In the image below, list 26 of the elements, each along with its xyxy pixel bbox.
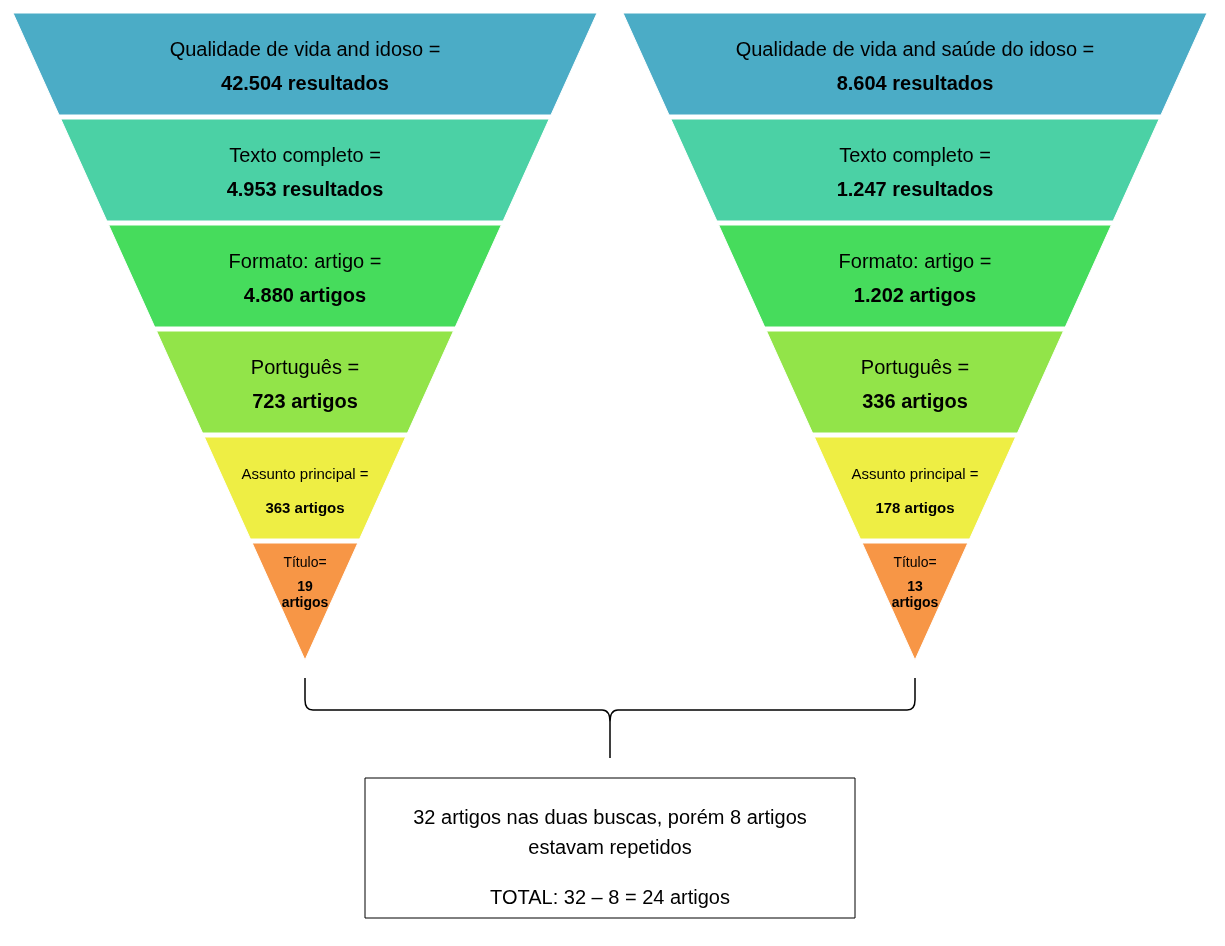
category-label: Texto completo =: [839, 144, 991, 166]
category-label: Título=: [893, 554, 937, 570]
category-label: Formato: artigo =: [228, 250, 382, 272]
category-label: Formato: artigo =: [838, 250, 992, 272]
data-label: 8.604 resultados: [836, 72, 994, 94]
data-label: 4.953 resultados: [226, 178, 384, 200]
data-label: 178 artigos: [875, 499, 955, 516]
data-label: 1.247 resultados: [836, 178, 994, 200]
category-label: Texto completo =: [229, 144, 381, 166]
text: 32 artigos nas duas buscas, porém 8 artigos estavam repetidos: [413, 806, 807, 858]
data-label: 363 artigos: [265, 499, 345, 516]
category-label: Qualidade de vida and saúde do idoso =: [735, 38, 1095, 60]
data-label: 42.504 resultados: [221, 72, 389, 94]
category-label: Português =: [250, 356, 360, 378]
data-label: 336 artigos: [862, 390, 968, 412]
data-label: 19 artigos: [281, 578, 329, 610]
data-label: 1.202 artigos: [853, 284, 977, 306]
data-label: 723 artigos: [252, 390, 358, 412]
text: TOTAL: 32 – 8 = 24 artigos: [490, 886, 730, 908]
category-label: Título=: [283, 554, 327, 570]
category-label: Assunto principal =: [851, 465, 979, 482]
category-label: Qualidade de vida and idoso =: [169, 38, 441, 60]
category-label: Português =: [860, 356, 970, 378]
data-label: 13 artigos: [891, 578, 939, 610]
category-label: Assunto principal =: [241, 465, 369, 482]
data-label: 4.880 artigos: [243, 284, 367, 306]
